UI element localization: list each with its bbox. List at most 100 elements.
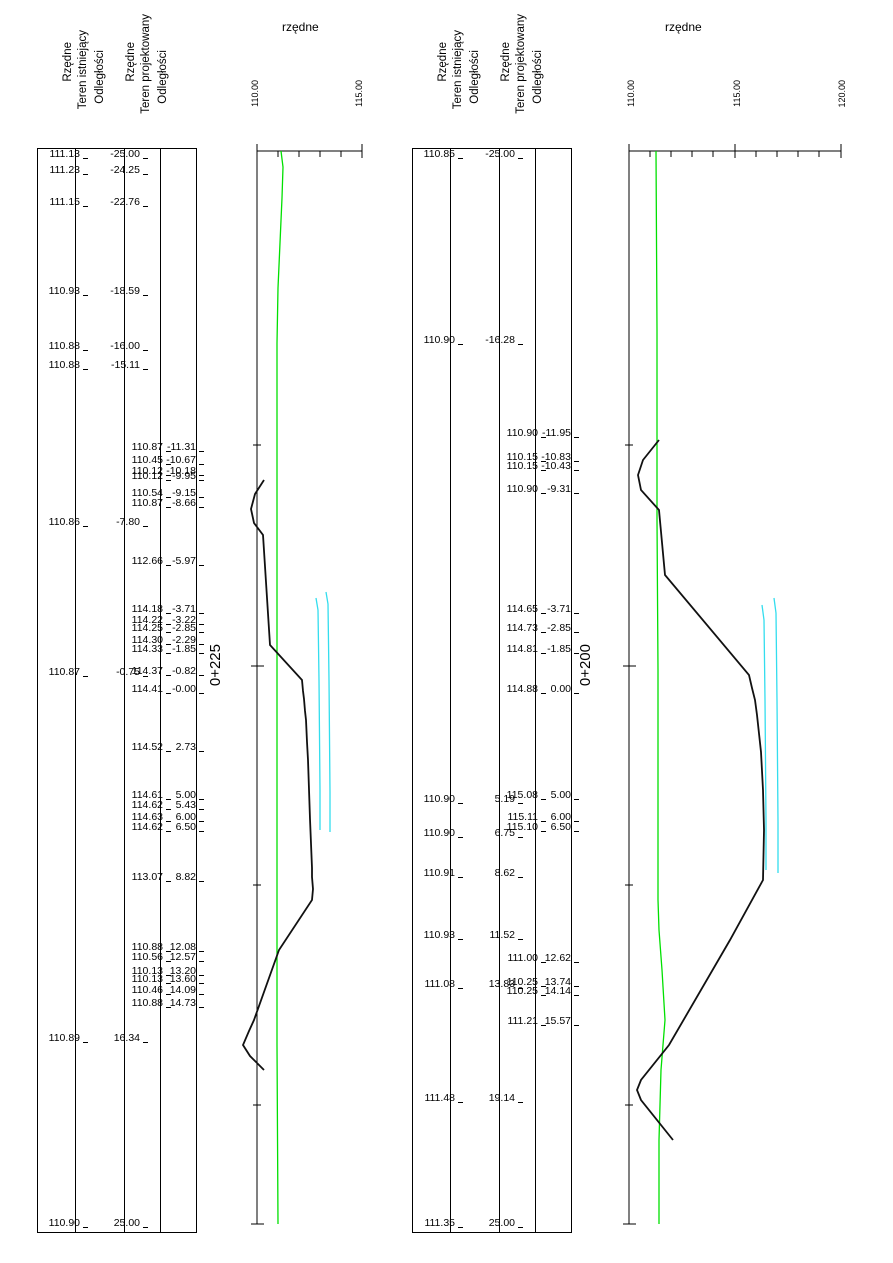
row-tick-mark <box>166 799 171 801</box>
table-cell-design-rzedne: 110.12 <box>131 469 163 482</box>
table-cell-design-odleglosc: 5.00 <box>175 789 196 802</box>
row-tick-mark <box>518 938 523 940</box>
row-tick-mark <box>143 525 148 527</box>
table-cell-design-odleglosc: -3.22 <box>172 613 196 626</box>
row-tick-mark <box>574 962 579 964</box>
data-table-left <box>37 148 197 1233</box>
row-tick-mark <box>166 750 171 752</box>
row-tick-mark <box>541 831 546 833</box>
table-cell-existing-rzedne: 110.89 <box>48 1031 80 1044</box>
row-tick-mark <box>518 876 523 878</box>
row-tick-mark <box>199 464 204 466</box>
table-cell-design-odleglosc: -3.71 <box>547 603 571 616</box>
row-tick-mark <box>199 652 204 654</box>
table-cell-existing-odleglosc: 16.34 <box>113 1031 140 1044</box>
row-tick-mark <box>574 631 579 633</box>
row-tick-mark <box>166 961 171 963</box>
row-tick-mark <box>541 799 546 801</box>
row-tick-mark <box>574 994 579 996</box>
table-cell-design-rzedne: 114.52 <box>131 740 163 753</box>
row-tick-mark <box>166 652 171 654</box>
table-cell-design-rzedne: 110.25 <box>506 976 538 989</box>
chart-tick-label-left-0: 110.00 <box>250 80 260 107</box>
row-tick-mark <box>541 469 546 471</box>
table-cell-design-rzedne: 114.61 <box>131 789 163 802</box>
table-cell-existing-rzedne: 110.90 <box>423 793 455 806</box>
table-cell-design-rzedne: 112.66 <box>131 554 163 567</box>
table-cell-design-odleglosc: -10.67 <box>166 454 196 467</box>
row-tick-mark <box>199 479 204 481</box>
table-cell-design-odleglosc: 14.09 <box>169 983 196 996</box>
row-tick-mark <box>166 623 171 625</box>
header-existing-odleglosci-left: Odległości <box>94 50 106 104</box>
row-tick-mark <box>83 676 88 678</box>
row-tick-mark <box>166 613 171 615</box>
table-cell-existing-rzedne: 110.90 <box>423 334 455 347</box>
row-tick-mark <box>541 692 546 694</box>
table-cell-existing-rzedne: 111.23 <box>49 164 80 177</box>
chart-axis-title-right: rzędne <box>665 20 702 34</box>
row-tick-mark <box>199 831 204 833</box>
table-cell-existing-odleglosc: 13.83 <box>488 978 515 991</box>
row-tick-mark <box>166 631 171 633</box>
row-tick-mark <box>574 986 579 988</box>
row-tick-mark <box>83 295 88 297</box>
row-tick-mark <box>574 799 579 801</box>
table-cell-existing-odleglosc: 8.62 <box>494 866 515 879</box>
row-tick-mark <box>458 876 463 878</box>
table-cell-existing-rzedne: 110.90 <box>423 826 455 839</box>
row-tick-mark <box>518 1227 523 1228</box>
table-cell-design-odleglosc: -5.97 <box>172 554 196 567</box>
chart-tick-label-right-1: 115.00 <box>732 80 742 107</box>
table-cell-existing-rzedne: 110.91 <box>423 866 455 879</box>
header-design-group-right: Teren projektowany <box>515 14 527 114</box>
header-existing-odleglosci-right: Odległości <box>469 50 481 104</box>
table-cell-existing-rzedne: 111.48 <box>424 1091 455 1104</box>
table-cell-design-odleglosc: 12.57 <box>169 951 196 964</box>
table-cell-existing-rzedne: 110.86 <box>48 515 80 528</box>
table-cell-design-odleglosc: 13.60 <box>169 973 196 986</box>
table-cell-design-odleglosc: -10.43 <box>541 459 571 472</box>
row-tick-mark <box>166 820 171 822</box>
row-tick-mark <box>83 174 88 176</box>
row-tick-mark <box>143 676 148 678</box>
row-tick-mark <box>166 993 171 995</box>
row-tick-mark <box>143 1227 148 1228</box>
row-tick-mark <box>199 961 204 963</box>
row-tick-mark <box>199 808 204 810</box>
row-tick-mark <box>541 613 546 615</box>
header-design-rzedne-left: Rzędne <box>125 42 137 82</box>
table-cell-design-rzedne: 115.11 <box>507 810 538 823</box>
row-tick-mark <box>166 496 171 498</box>
row-tick-mark <box>199 881 204 883</box>
table-cell-design-rzedne: 110.15 <box>506 450 538 463</box>
row-tick-mark <box>166 974 171 976</box>
row-tick-mark <box>541 493 546 495</box>
table-cell-design-rzedne: 114.62 <box>131 821 163 834</box>
row-tick-mark <box>458 836 463 838</box>
table-cell-design-rzedne: 115.08 <box>506 789 538 802</box>
table-cell-design-rzedne: 114.22 <box>131 613 163 626</box>
header-design-odleglosci-left: Odległości <box>157 50 169 104</box>
section-label-right: 0+200 <box>577 644 594 687</box>
chart-left <box>241 144 363 1225</box>
row-tick-mark <box>458 344 463 346</box>
row-tick-mark <box>143 1041 148 1043</box>
row-tick-mark <box>199 974 204 976</box>
table-cell-existing-odleglosc: -0.75 <box>116 666 140 679</box>
table-cell-design-odleglosc: 13.74 <box>544 976 571 989</box>
table-cell-design-rzedne: 111.00 <box>507 952 538 965</box>
data-table-right <box>412 148 572 1233</box>
table-cell-design-rzedne: 114.37 <box>131 664 163 677</box>
row-tick-mark <box>199 643 204 645</box>
table-cell-design-odleglosc: -11.31 <box>167 440 196 453</box>
chart-axis-title-left: rzędne <box>282 20 319 34</box>
row-tick-mark <box>458 1227 463 1228</box>
table-cell-existing-odleglosc: -22.76 <box>110 195 140 208</box>
table-cell-design-odleglosc: 14.73 <box>169 997 196 1010</box>
table-cell-existing-rzedne: 110.87 <box>48 666 80 679</box>
table-cell-design-rzedne: 110.25 <box>506 984 538 997</box>
header-existing-rzedne-left: Rzędne <box>62 42 74 82</box>
row-tick-mark <box>541 460 546 462</box>
table-cell-design-rzedne: 111.21 <box>507 1015 538 1028</box>
